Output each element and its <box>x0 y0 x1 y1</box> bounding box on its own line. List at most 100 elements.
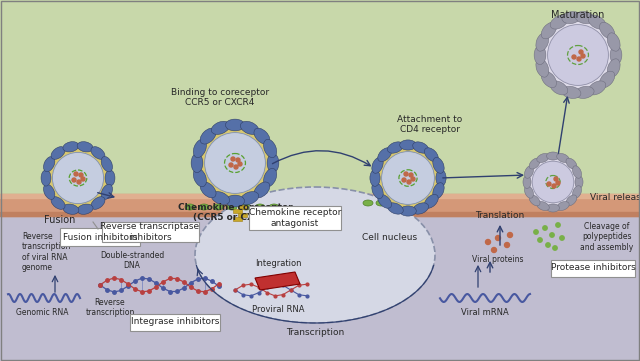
Bar <box>233 193 242 196</box>
Ellipse shape <box>547 152 559 160</box>
Ellipse shape <box>433 157 444 173</box>
Ellipse shape <box>607 33 620 51</box>
Ellipse shape <box>588 15 606 29</box>
Ellipse shape <box>363 200 373 206</box>
Circle shape <box>234 165 238 169</box>
Ellipse shape <box>550 15 568 29</box>
Ellipse shape <box>402 200 412 206</box>
Ellipse shape <box>600 71 615 88</box>
Ellipse shape <box>529 195 540 206</box>
Text: Viral mRNA: Viral mRNA <box>461 308 509 317</box>
Circle shape <box>553 246 557 250</box>
Circle shape <box>74 172 78 176</box>
Text: Viral release: Viral release <box>590 193 640 203</box>
Ellipse shape <box>534 45 546 65</box>
Ellipse shape <box>557 201 569 210</box>
Circle shape <box>579 50 583 54</box>
Ellipse shape <box>541 71 557 88</box>
Circle shape <box>577 57 581 61</box>
Ellipse shape <box>200 128 216 144</box>
Text: Cleavage of
polypeptides
and assembly: Cleavage of polypeptides and assembly <box>580 222 634 252</box>
Ellipse shape <box>607 59 620 77</box>
Polygon shape <box>255 272 300 290</box>
Circle shape <box>229 163 233 167</box>
Bar <box>0 0 640 210</box>
Ellipse shape <box>387 142 403 153</box>
Ellipse shape <box>610 45 622 65</box>
Text: Reverse
transcription
of viral RNA
genome: Reverse transcription of viral RNA genom… <box>22 232 72 272</box>
Circle shape <box>534 230 538 234</box>
Ellipse shape <box>51 197 65 209</box>
Text: Fusion: Fusion <box>44 215 76 225</box>
Bar <box>238 205 247 209</box>
Circle shape <box>547 182 551 186</box>
Bar <box>0 210 640 361</box>
Circle shape <box>81 177 85 181</box>
Bar <box>238 213 247 217</box>
Ellipse shape <box>91 147 105 159</box>
Ellipse shape <box>191 153 203 173</box>
Ellipse shape <box>227 204 237 210</box>
Ellipse shape <box>387 203 403 214</box>
Circle shape <box>504 243 509 248</box>
Text: Cell nucleus: Cell nucleus <box>362 232 417 242</box>
Ellipse shape <box>77 204 93 214</box>
Ellipse shape <box>378 148 392 162</box>
Text: Integrase inhibitors: Integrase inhibitors <box>131 318 219 326</box>
Ellipse shape <box>372 157 383 173</box>
Ellipse shape <box>213 204 223 210</box>
Circle shape <box>527 156 579 208</box>
Ellipse shape <box>255 204 265 210</box>
Bar <box>233 217 242 221</box>
Ellipse shape <box>537 153 549 162</box>
Ellipse shape <box>195 187 435 323</box>
Ellipse shape <box>562 12 581 23</box>
Circle shape <box>236 158 240 162</box>
Ellipse shape <box>254 128 270 144</box>
Ellipse shape <box>44 184 55 200</box>
Circle shape <box>46 146 110 210</box>
Circle shape <box>572 55 576 59</box>
Ellipse shape <box>547 204 559 212</box>
Ellipse shape <box>44 157 55 172</box>
Circle shape <box>197 125 273 201</box>
Circle shape <box>409 173 413 177</box>
Ellipse shape <box>267 153 279 173</box>
Ellipse shape <box>413 142 429 153</box>
Ellipse shape <box>370 170 380 186</box>
Circle shape <box>492 248 497 252</box>
Ellipse shape <box>424 195 438 208</box>
Ellipse shape <box>536 33 548 51</box>
Ellipse shape <box>372 183 383 199</box>
Ellipse shape <box>241 204 251 210</box>
Ellipse shape <box>433 183 444 199</box>
Ellipse shape <box>241 121 259 134</box>
Ellipse shape <box>77 142 93 152</box>
Ellipse shape <box>550 81 568 95</box>
Circle shape <box>79 173 83 177</box>
Ellipse shape <box>525 166 534 178</box>
Ellipse shape <box>193 169 207 187</box>
Ellipse shape <box>225 119 244 131</box>
Ellipse shape <box>588 81 606 95</box>
Circle shape <box>407 180 411 184</box>
FancyBboxPatch shape <box>551 260 635 277</box>
Ellipse shape <box>436 170 446 186</box>
Bar <box>0 212 640 216</box>
Ellipse shape <box>529 158 540 169</box>
FancyBboxPatch shape <box>249 206 341 230</box>
Circle shape <box>495 235 500 240</box>
Ellipse shape <box>600 22 615 39</box>
Circle shape <box>550 233 554 237</box>
FancyBboxPatch shape <box>102 222 198 242</box>
Circle shape <box>411 177 415 181</box>
Ellipse shape <box>269 204 279 210</box>
Ellipse shape <box>575 86 594 99</box>
Ellipse shape <box>254 182 270 198</box>
Ellipse shape <box>562 86 581 99</box>
Text: Chemokine coreceptor
(CCR5 or CXCR4): Chemokine coreceptor (CCR5 or CXCR4) <box>178 203 292 222</box>
Bar <box>0 194 640 198</box>
Circle shape <box>52 152 104 204</box>
Text: Integration: Integration <box>255 259 301 268</box>
Circle shape <box>486 239 490 244</box>
